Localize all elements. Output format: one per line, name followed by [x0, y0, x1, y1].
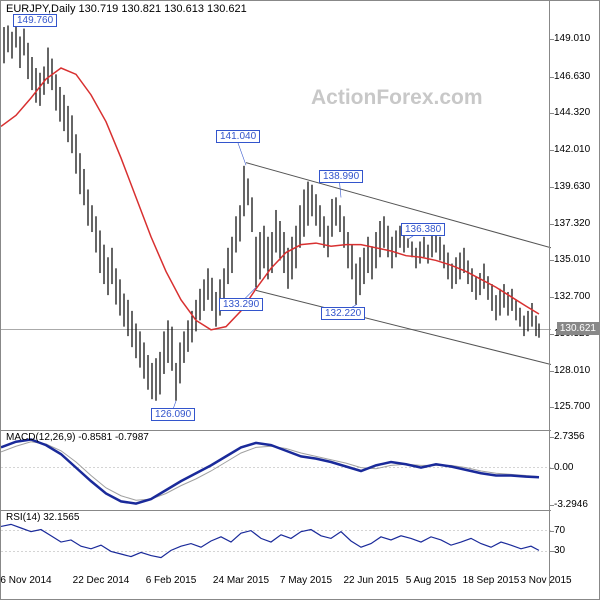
- x-axis-label: 22 Jun 2015: [343, 575, 398, 586]
- price-annotation: 126.090: [151, 408, 195, 421]
- macd-y-label: -3.2946: [554, 499, 588, 510]
- y-axis-label: 137.320: [554, 218, 590, 229]
- macd-panel: MACD(12,26,9) -0.8581 -0.7987: [1, 431, 551, 511]
- y-axis-label: 149.010: [554, 33, 590, 44]
- rsi-panel: RSI(14) 32.1565 6 Nov 2014 22 Dec 2014 6 F…: [1, 511, 551, 586]
- rsi-title: RSI(14) 32.1565: [6, 512, 79, 523]
- price-annotation: 141.040: [216, 130, 260, 143]
- y-axis-label: 135.010: [554, 254, 590, 265]
- y-axis-label: 146.630: [554, 71, 590, 82]
- price-annotation: 149.760: [13, 14, 57, 27]
- price-annotation: 133.290: [219, 298, 263, 311]
- price-annotation: 138.990: [319, 170, 363, 183]
- rsi-y-axis: 30 70: [549, 511, 599, 586]
- macd-y-axis: -3.2946 0.00 2.7356: [549, 431, 599, 511]
- y-axis-label: 128.010: [554, 365, 590, 376]
- current-price-label: 130.621: [557, 322, 599, 335]
- x-axis-label: 6 Nov 2014: [0, 575, 51, 586]
- rsi-chart-svg: [1, 511, 551, 571]
- price-y-axis: 125.700128.010130.320132.700135.010137.3…: [549, 1, 599, 431]
- y-axis-label: 139.630: [554, 181, 590, 192]
- rsi-y-label: 70: [554, 525, 565, 536]
- y-axis-label: 142.010: [554, 144, 590, 155]
- x-axis-label: 7 May 2015: [280, 575, 332, 586]
- chart-title: EURJPY,Daily 130.719 130.821 130.613 130…: [6, 3, 247, 15]
- forex-chart-container: EURJPY,Daily 130.719 130.821 130.613 130…: [0, 0, 600, 600]
- macd-title: MACD(12,26,9) -0.8581 -0.7987: [6, 432, 149, 443]
- y-axis-label: 144.320: [554, 107, 590, 118]
- time-x-axis: 6 Nov 2014 22 Dec 2014 6 Feb 2015 24 Mar 20…: [1, 571, 551, 586]
- price-chart-svg: [1, 1, 551, 431]
- x-axis-label: 5 Aug 2015: [406, 575, 457, 586]
- price-annotation: 132.220: [321, 307, 365, 320]
- price-annotation: 136.380: [401, 223, 445, 236]
- x-axis-label: 22 Dec 2014: [73, 575, 130, 586]
- price-panel: 149.760 141.040 138.990 136.380 133.290 132.2…: [1, 1, 551, 431]
- macd-y-label: 0.00: [554, 462, 573, 473]
- x-axis-label: 18 Sep 2015: [463, 575, 520, 586]
- macd-y-label: 2.7356: [554, 431, 585, 442]
- macd-chart-svg: [1, 431, 551, 511]
- x-axis-label: 24 Mar 2015: [213, 575, 269, 586]
- x-axis-label: 6 Feb 2015: [146, 575, 197, 586]
- rsi-y-label: 30: [554, 545, 565, 556]
- y-axis-label: 132.700: [554, 291, 590, 302]
- watermark: ActionForex.com: [311, 86, 483, 110]
- y-axis-label: 125.700: [554, 401, 590, 412]
